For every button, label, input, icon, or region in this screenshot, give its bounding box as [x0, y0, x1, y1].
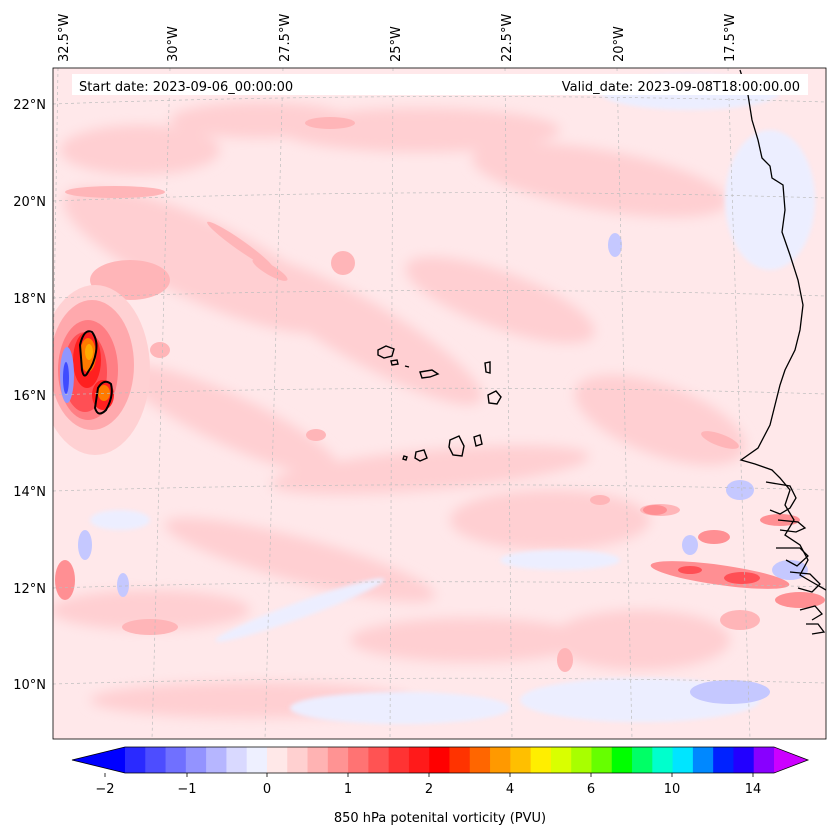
colorbar-swatch	[469, 747, 491, 773]
vortex-west	[53, 285, 150, 455]
colorbar-swatch	[510, 747, 532, 773]
colorbar-swatch	[429, 747, 450, 773]
colorbar-swatch	[449, 747, 471, 773]
colorbar-swatch	[632, 747, 653, 773]
colorbar-outline	[71, 746, 810, 774]
colorbar-swatch	[145, 747, 167, 773]
cape-verde-islands	[377, 345, 502, 462]
colorbar: −2 −1 0 1 2 4 6 10 14 850 hPa potenital …	[71, 746, 810, 826]
lon-label-22-5: 22.5°W	[500, 14, 515, 62]
cb-tick-label: 10	[664, 782, 681, 797]
colorbar-label: 850 hPa potenital vorticity (PVU)	[334, 811, 546, 826]
colorbar-swatch	[125, 747, 146, 773]
colorbar-swatch	[550, 747, 572, 773]
colorbar-swatch	[652, 747, 674, 773]
colorbar-swatch	[266, 747, 288, 773]
lon-label-27-5: 27.5°W	[278, 14, 293, 62]
cb-tick-label: 6	[587, 782, 595, 797]
colorbar-swatch	[388, 747, 410, 773]
colorbar-swatch	[530, 747, 552, 773]
colorbar-swatch	[246, 747, 268, 773]
colorbar-swatch	[206, 747, 227, 773]
negative-pv-cores	[78, 233, 808, 704]
map-area	[53, 68, 826, 739]
cb-tick-label: −2	[95, 782, 114, 797]
lat-label-14: 14°N	[13, 485, 46, 500]
graticule	[53, 68, 826, 739]
colorbar-swatch	[611, 747, 633, 773]
lon-label-17-5: 17.5°W	[723, 14, 738, 62]
colorbar-swatch	[490, 747, 511, 773]
colorbar-swatch	[753, 747, 775, 773]
colorbar-swatch	[185, 747, 207, 773]
lat-label-20: 20°N	[13, 195, 46, 210]
cb-tick-label: 14	[745, 782, 762, 797]
colorbar-ticks	[104, 773, 754, 777]
colorbar-swatch	[408, 747, 430, 773]
colorbar-swatch	[287, 747, 309, 773]
colorbar-swatches	[125, 747, 775, 773]
colorbar-swatch	[591, 747, 613, 773]
pv-core-se	[678, 566, 760, 584]
lon-label-30: 30°W	[166, 26, 181, 62]
lat-label-10: 10°N	[13, 678, 46, 693]
latitude-labels: 22°N 20°N 18°N 16°N 14°N 12°N 10°N	[13, 98, 46, 693]
colorbar-swatch	[733, 747, 755, 773]
colorbar-max-arrow	[774, 747, 808, 773]
lat-label-16: 16°N	[13, 389, 46, 404]
colorbar-swatch	[368, 747, 390, 773]
african-coastline	[739, 69, 826, 635]
colorbar-swatch	[307, 747, 329, 773]
lat-label-22: 22°N	[13, 98, 46, 113]
colorbar-min-arrow	[72, 747, 125, 773]
start-date-label: Start date: 2023-09-06_00:00:00	[79, 80, 293, 95]
date-banner	[72, 74, 808, 95]
cb-tick-label: −1	[177, 782, 196, 797]
lat-label-12: 12°N	[13, 582, 46, 597]
colorbar-swatch	[226, 747, 248, 773]
longitude-labels: 32.5°W 30°W 27.5°W 25°W 22.5°W 20°W 17.5…	[57, 14, 738, 62]
valid-date-label: Valid_date: 2023-09-08T18:00:00.00	[562, 80, 800, 95]
colorbar-swatch	[713, 747, 734, 773]
colorbar-swatch	[165, 747, 187, 773]
cb-tick-label: 2	[425, 782, 433, 797]
lon-label-25: 25°W	[389, 26, 404, 62]
colorbar-swatch	[692, 747, 714, 773]
map-frame	[52, 67, 827, 740]
colorbar-tick-labels: −2 −1 0 1 2 4 6 10 14	[95, 782, 761, 797]
pv-swaths	[53, 102, 746, 718]
cb-tick-label: 1	[344, 782, 352, 797]
lon-label-20: 20°W	[612, 26, 627, 62]
colorbar-swatch	[571, 747, 592, 773]
colorbar-swatch	[327, 747, 349, 773]
colorbar-swatch	[348, 747, 369, 773]
cb-tick-label: 4	[506, 782, 514, 797]
colorbar-swatch	[672, 747, 694, 773]
lon-label-32-5: 32.5°W	[57, 14, 72, 62]
lat-label-18: 18°N	[13, 292, 46, 307]
cb-tick-label: 0	[263, 782, 271, 797]
